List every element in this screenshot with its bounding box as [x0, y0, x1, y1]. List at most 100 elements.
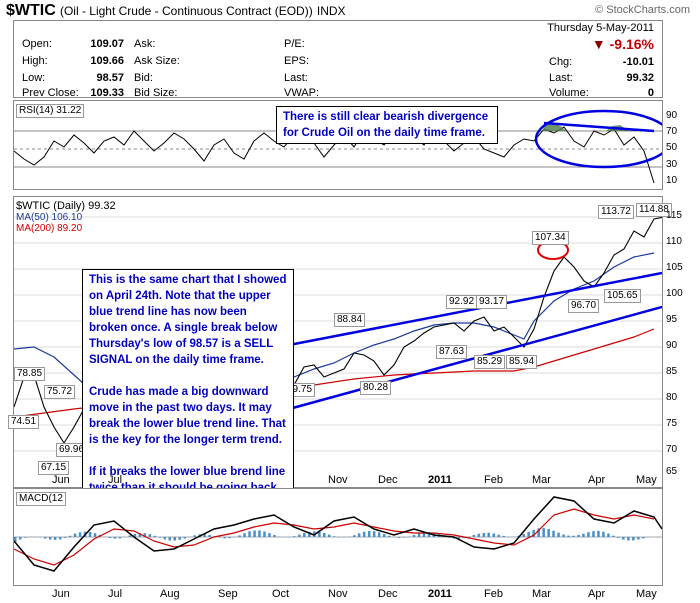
macd-hist-bar — [183, 537, 186, 539]
price-label: 114.88 — [636, 203, 672, 217]
price-tick: 95 — [666, 314, 678, 325]
month-label: May — [636, 474, 657, 486]
price-label: 96.70 — [568, 299, 600, 313]
macd-hist-bar — [108, 537, 112, 539]
macd-hist-bar — [163, 537, 166, 540]
month-label: Feb — [484, 588, 503, 600]
vwap-label: VWAP: — [284, 87, 320, 99]
month-label: Mar — [532, 588, 551, 600]
asksize-label: Ask Size: — [134, 55, 180, 67]
macd-hist-bar — [362, 531, 366, 537]
last-label: Last: — [549, 72, 573, 84]
macd-hist-bar — [372, 531, 376, 537]
stockcharts-logo: © StockCharts.com — [595, 4, 690, 16]
macd-hist-bar — [427, 532, 431, 537]
macd-hist-bar — [542, 528, 545, 537]
macd-hist-bar — [268, 533, 271, 537]
ma200-legend: MA(200) 89.20 — [16, 223, 83, 234]
macd-hist-bar — [527, 531, 530, 537]
month-label: Oct — [272, 588, 290, 600]
rsi-tick-70: 70 — [666, 126, 678, 137]
macd-hist-bar — [387, 535, 391, 537]
macd-hist-bar — [587, 532, 590, 537]
low-value: 98.57 — [96, 72, 124, 84]
macd-hist-bar — [128, 535, 132, 537]
rsi-annotation: There is still clear bearish divergence … — [276, 106, 498, 144]
rsi-tick-10: 10 — [666, 175, 678, 186]
macd-hist-bar — [607, 533, 610, 537]
price-tick: 115 — [666, 210, 682, 221]
price-tick: 85 — [666, 366, 678, 377]
macd-hist-bar — [537, 528, 540, 537]
prevclose-value: 109.33 — [90, 87, 124, 99]
chg-value: -10.01 — [622, 56, 654, 68]
main-note-2: Crude has made a big downward move in th… — [89, 386, 286, 446]
macd-hist-bar — [333, 536, 336, 537]
macd-hist-bar — [582, 533, 585, 537]
price-label: 88.84 — [334, 313, 366, 327]
rsi-tick-30: 30 — [666, 159, 678, 170]
macd-hist-bar — [63, 537, 67, 538]
macd-hist-bar — [532, 529, 535, 537]
macd-signal-line — [14, 508, 655, 566]
macd-hist-bar — [19, 537, 22, 540]
last-value: 99.32 — [626, 72, 654, 84]
rsi-overbought-fill — [542, 123, 566, 131]
macd-hist-bar — [153, 535, 157, 537]
price-tick: 110 — [666, 236, 682, 247]
macd-hist-bar — [382, 534, 386, 537]
bid-label: Bid: — [134, 72, 153, 84]
macd-hist-bar — [24, 537, 27, 538]
macd-hist-bar — [238, 535, 241, 537]
macd-hist-bar — [562, 534, 565, 537]
price-panel: $WTIC (Daily) 99.32 MA(50) 106.10 MA(200… — [8, 196, 672, 515]
macd-hist-bar — [447, 537, 451, 538]
macd-hist-bar — [113, 537, 117, 539]
macd-hist-bar — [228, 537, 231, 539]
macd-hist-bar — [367, 531, 371, 537]
pe-label: P/E: — [284, 38, 305, 50]
macd-hist-bar — [567, 535, 570, 537]
macd-hist-bar — [158, 537, 162, 538]
macd-hist-bar — [617, 537, 620, 538]
open-label: Open: — [22, 38, 52, 50]
macd-hist-bar — [627, 537, 630, 541]
price-label: 75.72 — [44, 385, 76, 399]
symbol: $WTIC — [6, 2, 56, 19]
macd-hist-bar — [577, 535, 580, 537]
macd-hist-bar — [73, 533, 77, 537]
macd-hist-bar — [248, 531, 251, 537]
month-label: Apr — [588, 588, 606, 600]
macd-hist-bar — [402, 537, 406, 538]
main-note-1: This is the same chart that I showed on … — [89, 274, 287, 366]
macd-hist-bar — [88, 532, 92, 537]
month-label: 2011 — [428, 474, 452, 486]
macd-panel: MACD(12 — [13, 488, 663, 586]
exchange: INDX — [316, 4, 346, 18]
chart-title: $WTIC (Oil - Light Crude - Continuous Co… — [6, 2, 346, 20]
month-label: 2011 — [428, 588, 452, 600]
macd-hist-bar — [48, 537, 52, 540]
price-tick: 75 — [666, 418, 678, 429]
month-label: Jul — [108, 474, 123, 486]
macd-hist-bar — [118, 537, 122, 539]
macd-hist-bar — [412, 534, 416, 537]
macd-hist-bar — [43, 537, 47, 539]
bidsize-label: Bid Size: — [134, 87, 178, 99]
macd-hist-bar — [318, 531, 321, 537]
description: (Oil - Light Crude - Continuous Contract… — [59, 4, 313, 18]
macd-legend: MACD(12 — [16, 492, 66, 506]
price-label: 67.15 — [38, 461, 70, 475]
macd-hist-bar — [417, 533, 421, 537]
price-label: 78.85 — [14, 367, 46, 381]
macd-hist-bar — [397, 537, 401, 538]
macd-hist-bar — [78, 532, 82, 537]
rsi-panel: RSI(14) 31.22 There is still clear beari… — [13, 100, 663, 190]
macd-hist-bar — [193, 535, 196, 537]
macd-hist-bar — [323, 533, 326, 537]
macd-hist-bar — [452, 537, 456, 539]
macd-hist-bar — [53, 537, 57, 540]
macd-hist-bar — [68, 535, 72, 537]
month-label: Dec — [378, 474, 398, 486]
macd-hist-bar — [557, 532, 560, 537]
